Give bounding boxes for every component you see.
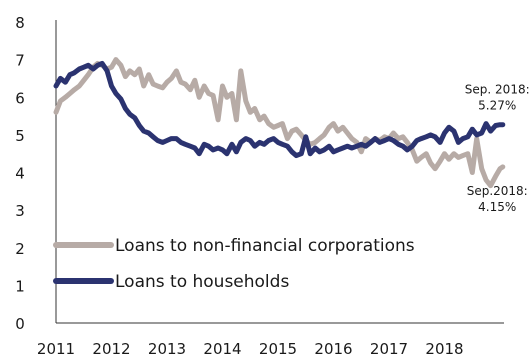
x-tick-label: 2014 (203, 340, 241, 358)
annotations: Sep. 2018: 5.27% Sep.2018: 4.15% (465, 82, 530, 214)
y-tick-label: 3 (15, 202, 25, 220)
annotation-label: Sep. 2018: (465, 82, 530, 96)
series-line-non-financial-corporations (53, 57, 506, 189)
y-tick-label: 2 (15, 240, 25, 258)
annotation-label: 5.27% (478, 98, 516, 112)
y-tick-label: 0 (15, 315, 25, 333)
y-axis-ticks: 0 1 2 3 4 5 6 7 8 (15, 14, 25, 333)
annotation-label: 4.15% (478, 200, 516, 214)
x-tick-label: 2012 (92, 340, 130, 358)
x-tick-label: 2015 (259, 340, 297, 358)
legend: Loans to non-financial corporations Loans… (53, 236, 415, 292)
annotation-label: Sep.2018: (467, 184, 528, 198)
legend-label: Loans to non-financial corporations (115, 236, 415, 256)
y-tick-label: 6 (15, 89, 25, 107)
y-tick-label: 1 (15, 277, 25, 295)
x-tick-label: 2017 (370, 340, 408, 358)
y-tick-label: 4 (15, 165, 25, 183)
x-axis-ticks: 2011 2012 2013 2014 2015 2016 2017 2018 (37, 340, 464, 358)
x-tick-label: 2011 (37, 340, 75, 358)
y-tick-label: 8 (15, 14, 25, 32)
series-layer (53, 57, 506, 189)
series-line-households (53, 60, 506, 159)
x-tick-label: 2016 (314, 340, 352, 358)
y-tick-label: 5 (15, 127, 25, 145)
x-tick-label: 2013 (148, 340, 186, 358)
y-tick-label: 7 (15, 52, 25, 70)
axes (55, 20, 504, 324)
x-tick-label: 2018 (425, 340, 463, 358)
legend-label: Loans to households (115, 272, 289, 292)
